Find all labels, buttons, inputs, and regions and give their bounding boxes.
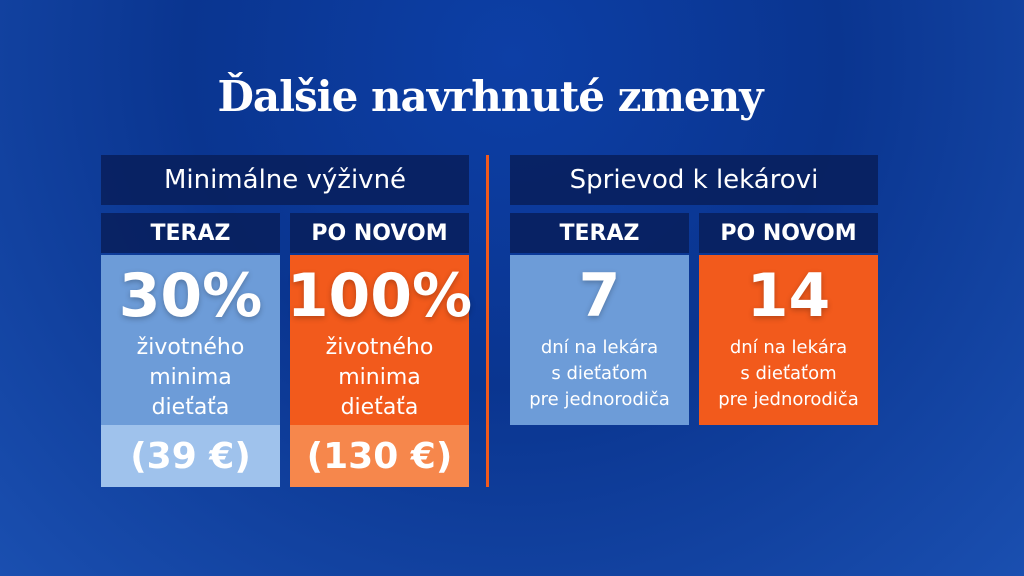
value-box: 7 dní na lekára s dieťaťom pre jednorodiča [510,255,689,425]
section-header: Sprievod k lekárovi [510,155,878,205]
value: 100% [286,261,473,331]
description-line: životného [325,335,434,360]
column-label: TERAZ [101,213,280,253]
section-header: Minimálne výživné [101,155,469,205]
description-line: pre jednorodiča [529,389,670,410]
column-label: TERAZ [510,213,689,253]
value-box: 100% životného minima dieťaťa [286,255,473,425]
amount: (130 €) [290,425,469,487]
description-line: životného [136,335,245,360]
value: 30% [118,261,263,331]
description-line: dieťaťa [151,395,230,420]
column-label: PO NOVOM [290,213,469,253]
divider [486,155,489,487]
description-line: s dieťaťom [551,363,648,384]
amount: (39 €) [101,425,280,487]
description-line: dieťaťa [340,395,419,420]
description-line: minima [149,365,232,390]
description-line: pre jednorodiča [718,389,859,410]
column-label: PO NOVOM [699,213,878,253]
description-line: minima [338,365,421,390]
title: Ďalšie navrhnuté zmeny [217,72,763,121]
value-box: 30% životného minima dieťaťa [101,255,280,425]
description-line: s dieťaťom [740,363,837,384]
value: 7 [578,261,621,331]
description-line: dní na lekára [729,337,848,358]
value: 14 [746,261,831,331]
value-box: 14 dní na lekára s dieťaťom pre jednorodiča [699,255,878,425]
description-line: dní na lekára [540,337,659,358]
